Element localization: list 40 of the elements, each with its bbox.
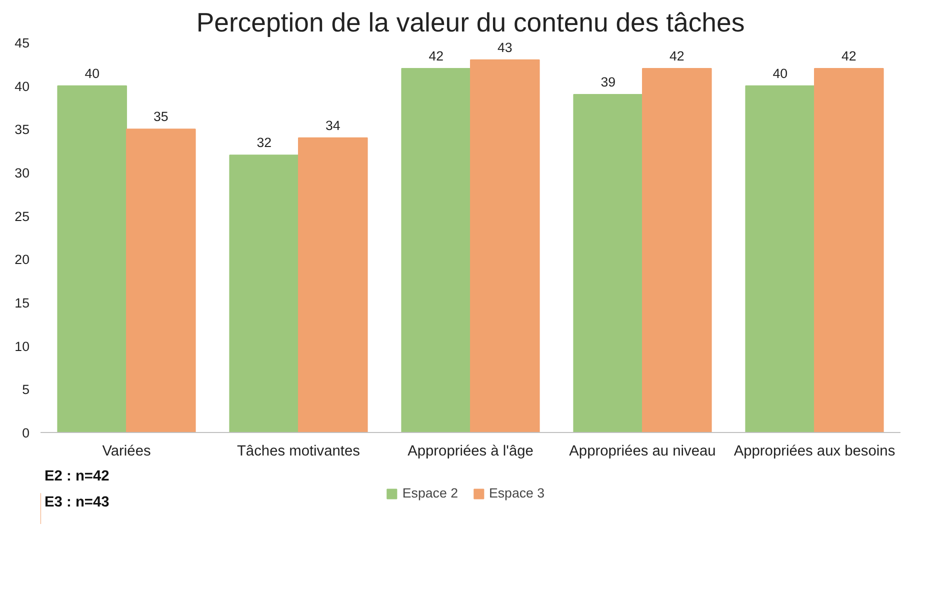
x-tick-label: Variées [102,444,151,460]
bar [470,59,540,432]
data-label: 42 [428,48,444,64]
data-label: 42 [669,48,684,64]
bar [401,68,471,432]
y-tick-label: 20 [14,252,30,268]
legend-label: Espace 3 [488,486,545,500]
bar [573,94,643,432]
legend-label: Espace 2 [402,486,458,500]
y-tick-label: 10 [14,338,30,354]
data-label: 40 [772,66,788,81]
data-label: 39 [600,74,616,90]
data-label: 42 [841,48,856,64]
bar [298,137,368,432]
x-tick-label: Appropriées aux besoins [734,444,896,460]
y-tick-label: 15 [14,296,30,310]
y-tick-label: 35 [14,122,30,138]
y-tick-label: 0 [22,426,30,440]
x-tick-label: Appropriées au niveau [569,444,716,460]
x-tick-label: Tâches motivantes [237,444,360,460]
y-tick-label: 5 [22,382,30,398]
bar [126,128,196,432]
text: E2 : n=42 [44,468,110,484]
bar [745,85,815,432]
chart-title: Perception de la valeur du contenu des tâches [196,8,745,38]
data-label: 34 [325,118,341,133]
y-tick-label: 40 [14,78,30,94]
x-tick-label: Appropriées à l'âge [408,444,534,460]
bar [57,85,127,432]
text: E3 : n=43 [44,494,110,510]
data-label: 43 [497,40,512,55]
data-label: 40 [84,66,100,81]
data-label: 35 [153,109,168,124]
bar [229,154,299,432]
data-label: 32 [256,135,272,150]
bar [814,68,884,432]
y-tick-label: 30 [14,166,30,180]
bar [642,68,712,432]
y-tick-label: 25 [14,208,30,224]
y-tick-label: 45 [14,36,30,50]
